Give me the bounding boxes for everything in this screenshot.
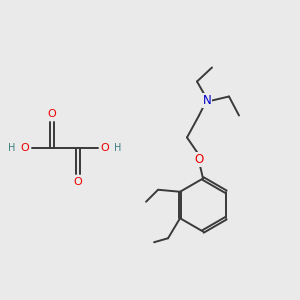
Text: O: O (48, 109, 56, 119)
Text: H: H (8, 143, 16, 153)
Text: H: H (114, 143, 122, 153)
Text: O: O (100, 143, 109, 153)
Text: O: O (21, 143, 29, 153)
Text: N: N (202, 94, 211, 107)
Text: O: O (74, 177, 82, 187)
Text: O: O (194, 153, 204, 166)
